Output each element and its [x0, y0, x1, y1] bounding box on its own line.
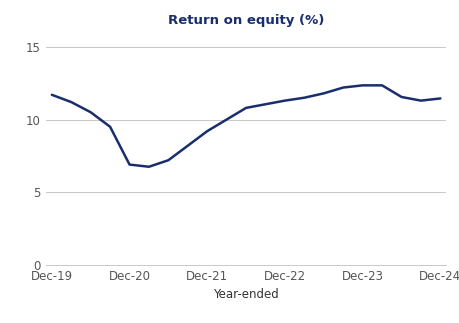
X-axis label: Year-ended: Year-ended: [213, 287, 278, 301]
Title: Return on equity (%): Return on equity (%): [168, 14, 324, 27]
